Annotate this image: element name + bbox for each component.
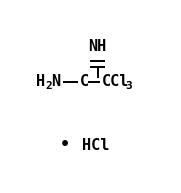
Text: •: • — [60, 136, 70, 154]
Text: C: C — [80, 74, 89, 89]
Text: HCl: HCl — [81, 138, 109, 152]
Text: H: H — [36, 74, 45, 89]
Text: NH: NH — [89, 39, 107, 54]
Text: 3: 3 — [125, 81, 132, 91]
Text: N: N — [51, 74, 60, 89]
Text: CCl: CCl — [102, 74, 129, 89]
Text: 2: 2 — [46, 81, 52, 91]
